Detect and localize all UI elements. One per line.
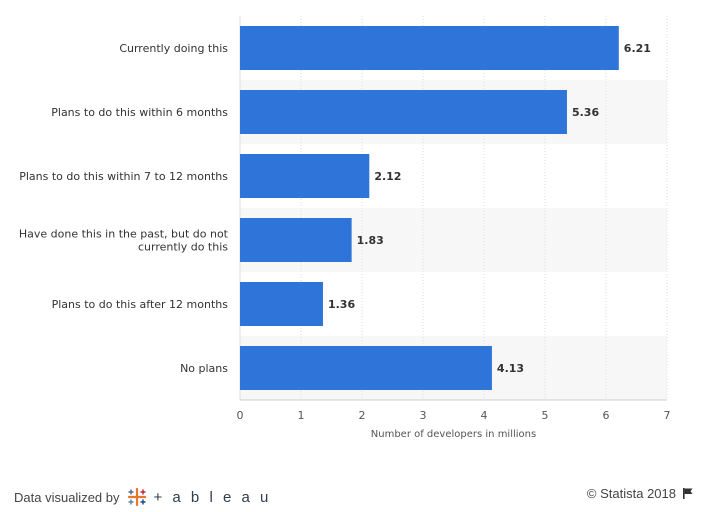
- x-tick-label: 2: [359, 409, 366, 422]
- tableau-wordmark: + a b l e a u: [153, 488, 272, 506]
- chart-footer: Data visualized by + a b l e a u © Stati…: [0, 486, 708, 510]
- category-label-line: currently do this: [138, 241, 228, 254]
- tableau-credit[interactable]: Data visualized by + a b l e a u: [14, 486, 271, 508]
- value-label: 1.36: [328, 298, 355, 311]
- tableau-logo-icon: [127, 487, 146, 507]
- bar: [240, 26, 619, 70]
- category-label-line: Currently doing this: [119, 42, 228, 55]
- category-label: Plans to do this within 6 months: [51, 106, 228, 119]
- bar: [240, 90, 567, 134]
- bar: [240, 218, 352, 262]
- category-label: Plans to do this within 7 to 12 months: [19, 170, 228, 183]
- category-label: Currently doing this: [119, 42, 228, 55]
- value-label: 6.21: [624, 42, 651, 55]
- bar: [240, 346, 492, 390]
- category-label: Have done this in the past, but do not cu…: [19, 228, 229, 254]
- x-tick-label: 3: [420, 409, 427, 422]
- value-label: 1.83: [357, 234, 384, 247]
- category-label: No plans: [180, 362, 228, 375]
- value-label: 4.13: [497, 362, 524, 375]
- copyright-text: © Statista 2018: [586, 486, 676, 501]
- x-tick-label: 6: [603, 409, 610, 422]
- flag-icon[interactable]: [682, 487, 694, 500]
- x-tick-label: 4: [481, 409, 488, 422]
- category-label-line: Plans to do this after 12 months: [52, 298, 229, 311]
- category-label: Plans to do this after 12 months: [52, 298, 229, 311]
- category-label-line: Plans to do this within 6 months: [51, 106, 228, 119]
- bar: [240, 282, 323, 326]
- x-axis-title: Number of developers in millions: [371, 429, 536, 440]
- bar: [240, 154, 370, 198]
- value-label: 2.12: [374, 170, 401, 183]
- x-tick-label: 7: [664, 409, 671, 422]
- x-tick-label: 0: [237, 409, 244, 422]
- category-label-line: No plans: [180, 362, 228, 375]
- x-tick-label: 1: [298, 409, 305, 422]
- statista-credit[interactable]: © Statista 2018: [587, 486, 694, 501]
- bar-chart: 6.21 Currently doing this 5.36 Plans to do …: [19, 16, 671, 440]
- x-tick-label: 5: [542, 409, 549, 422]
- category-label-line: Have done this in the past, but do not: [19, 228, 229, 241]
- visualized-by-text: Data visualized by: [14, 489, 120, 505]
- category-label-line: Plans to do this within 7 to 12 months: [19, 170, 228, 183]
- value-label: 5.36: [572, 106, 599, 119]
